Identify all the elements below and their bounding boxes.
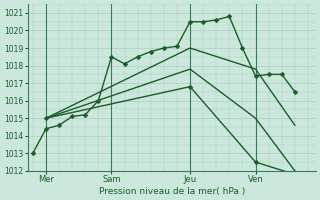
X-axis label: Pression niveau de la mer( hPa ): Pression niveau de la mer( hPa ) [99,187,245,196]
